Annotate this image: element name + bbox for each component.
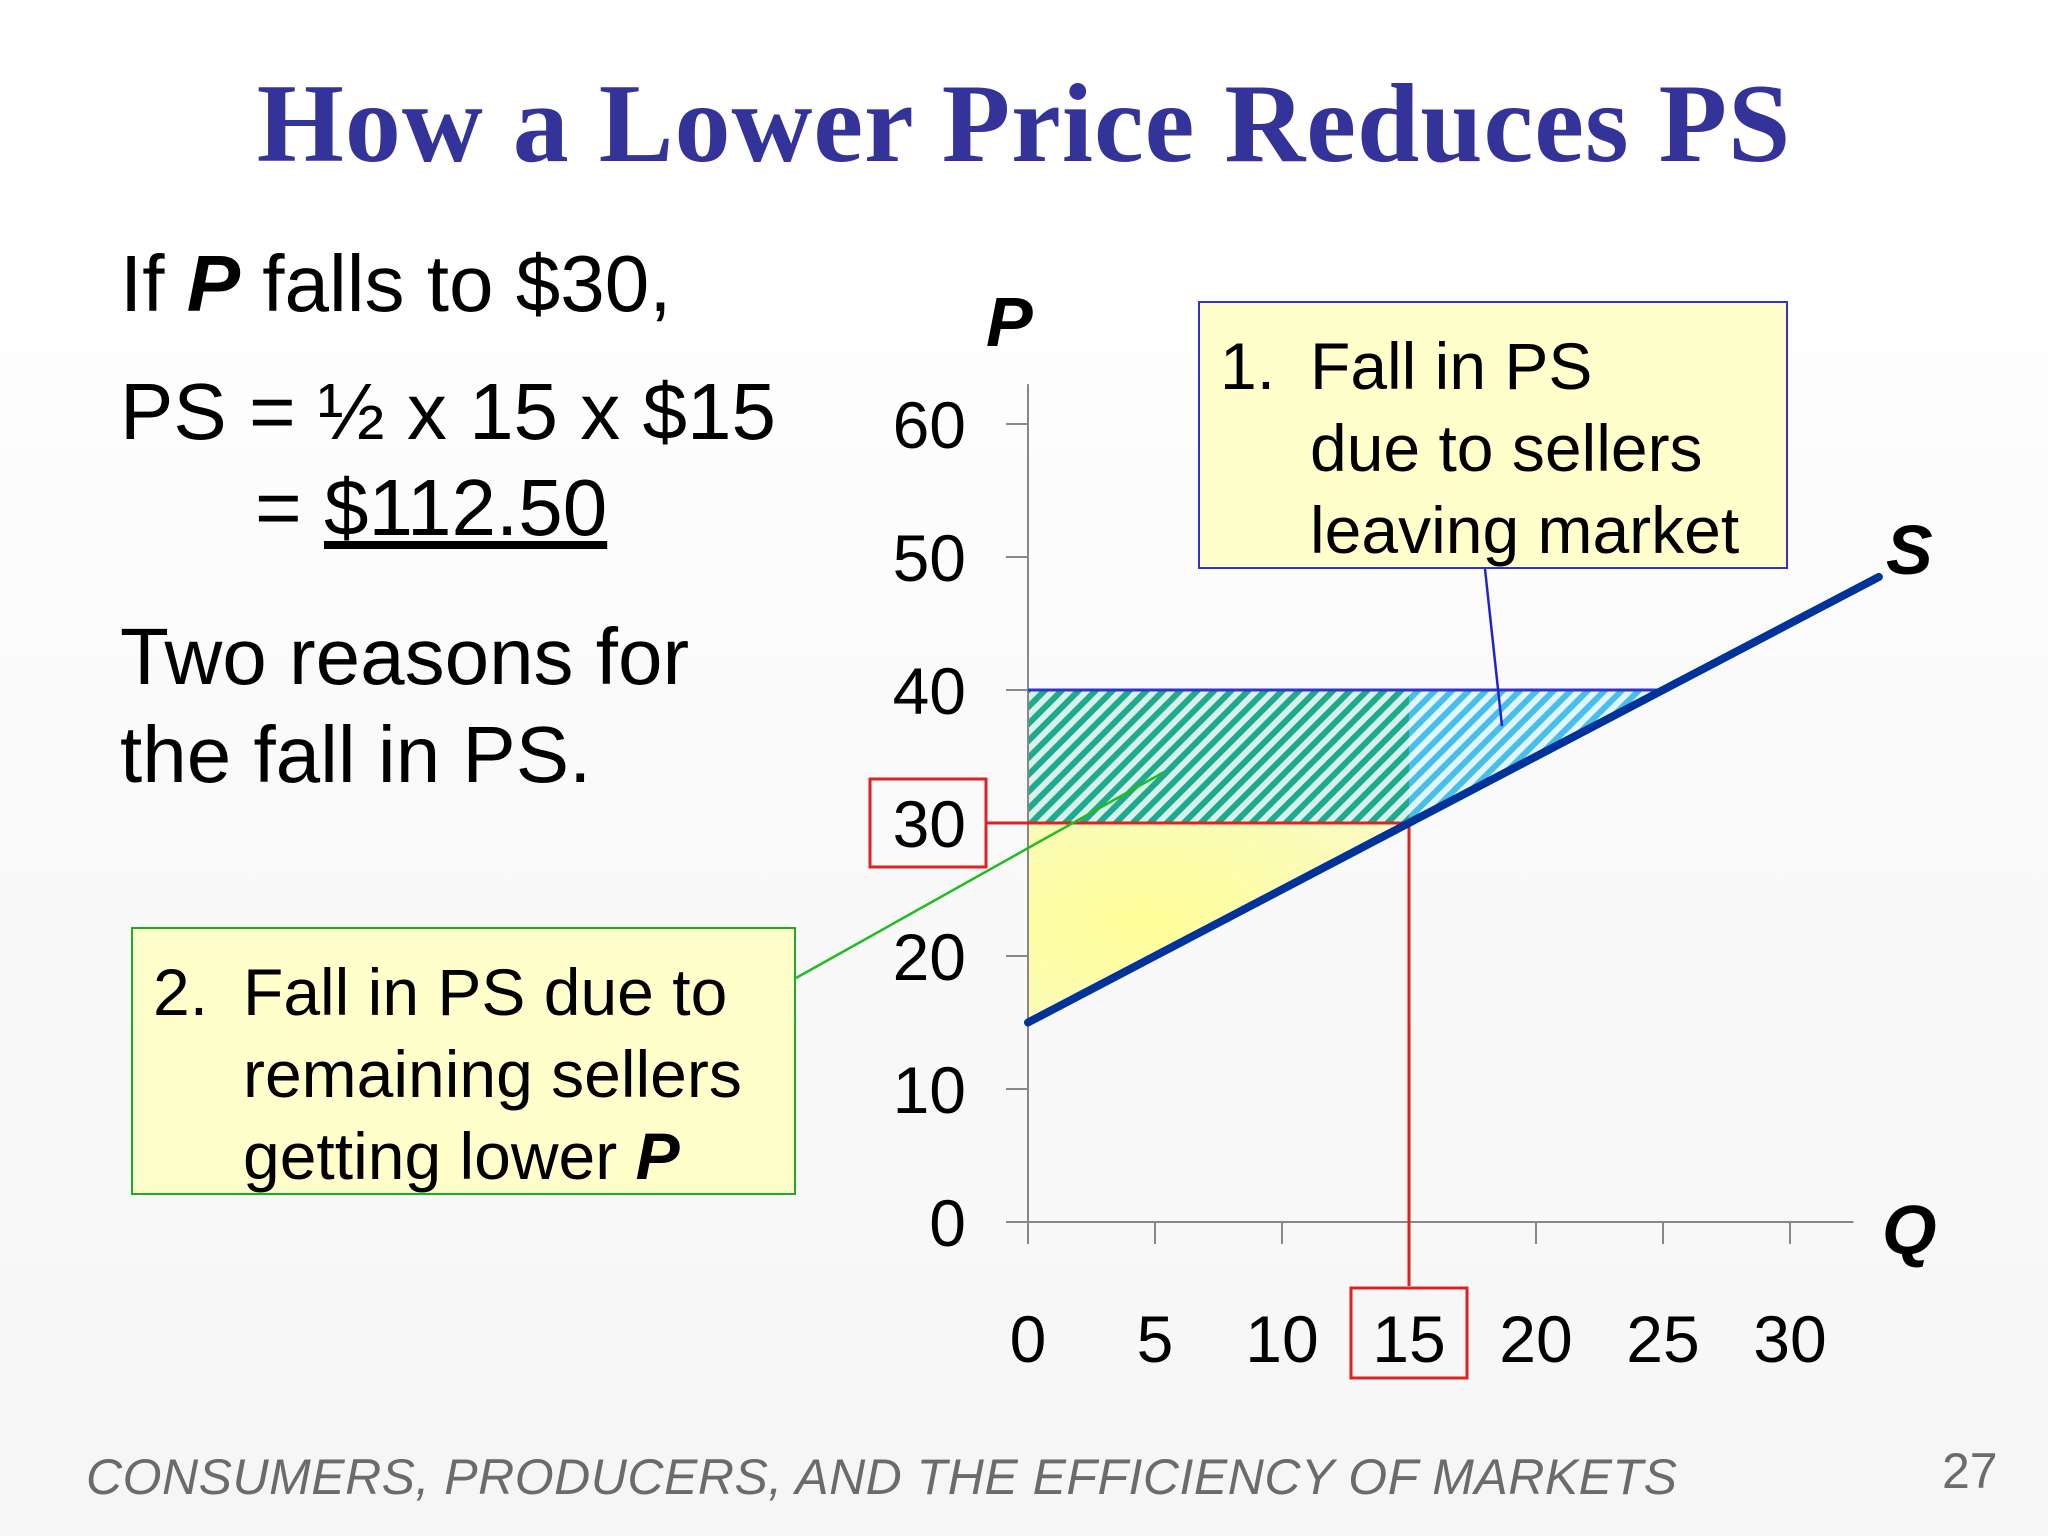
supply-series-label: S [1886, 511, 1933, 589]
x-tick-label: 10 [1245, 1302, 1318, 1376]
page-number: 27 [1942, 1443, 1998, 1499]
ps-formula: PS = ½ x 15 x $15 [120, 367, 776, 456]
price-variable: P [186, 239, 241, 328]
tick-labels: 0 5 10 15 20 25 30 0 10 20 30 40 50 60 [893, 388, 1827, 1376]
y-tick-label: 60 [893, 388, 966, 462]
callout-1-line-2: due to sellers [1310, 411, 1703, 485]
x-tick-label: 30 [1753, 1302, 1826, 1376]
y-axis-label: P [986, 283, 1033, 361]
price-falls-statement: If P falls to $30, [120, 244, 671, 324]
y-tick-label: 50 [893, 521, 966, 595]
x-tick-label: 15 [1372, 1302, 1445, 1376]
callout-sellers-leaving: 1. Fall in PS due to sellers leaving mar… [1198, 301, 1788, 569]
y-tick-label: 0 [929, 1186, 966, 1260]
callout-2-line-3-text: getting lower [243, 1119, 636, 1193]
callout-2-line-3: getting lower P [243, 1115, 680, 1197]
y-tick-label: 30 [893, 787, 966, 861]
x-tick-label: 25 [1626, 1302, 1699, 1376]
reasons-line-1: Two reasons for [120, 612, 690, 701]
callout-2-line-2: remaining sellers [243, 1037, 742, 1111]
result-value: $112.50 [323, 463, 608, 552]
ps-result: = $112.50 [255, 468, 607, 548]
x-tick-label: 0 [1010, 1302, 1047, 1376]
region-remaining-sellers-loss [1028, 690, 1409, 823]
callout-2-pointer [795, 770, 1165, 980]
x-axis-label: Q [1882, 1191, 1937, 1269]
result-equals: = [255, 463, 324, 552]
reasons-line-2: the fall in PS. [120, 710, 592, 799]
reasons-text: Two reasons for the fall in PS. [120, 608, 689, 804]
callout-1-line-3: leaving market [1310, 493, 1740, 567]
x-tick-label: 20 [1499, 1302, 1572, 1376]
highlight-box-price-30 [868, 777, 988, 869]
y-tick-label: 20 [893, 920, 966, 994]
callout-remaining-sellers: 2. Fall in PS due to remaining sellers g… [131, 927, 796, 1195]
callout-1-line-1: Fall in PS [1310, 329, 1593, 403]
highlight-box-quantity-15 [1349, 1286, 1469, 1380]
slide-footer: CONSUMERS, PRODUCERS, AND THE EFFICIENCY… [86, 1449, 1678, 1505]
statement-prefix: If [120, 239, 187, 328]
callout-2-number: 2. [153, 955, 209, 1029]
slide-title: How a Lower Price Reduces PS [256, 62, 1792, 186]
statement-suffix: falls to $30, [240, 239, 672, 328]
callout-1-number: 1. [1220, 329, 1276, 403]
y-tick-label: 10 [893, 1053, 966, 1127]
callout-1-pointer [1483, 568, 1504, 727]
x-tick-label: 5 [1137, 1302, 1174, 1376]
y-tick-label: 40 [893, 654, 966, 728]
callout-2-line-1: Fall in PS due to [243, 955, 728, 1029]
supply-curve [1024, 572, 1883, 1027]
callout-2-price-variable: P [635, 1119, 680, 1193]
